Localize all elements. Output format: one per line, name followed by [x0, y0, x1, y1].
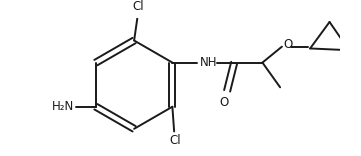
- Text: Cl: Cl: [133, 0, 144, 13]
- Text: Cl: Cl: [169, 134, 181, 147]
- Text: H₂N: H₂N: [52, 100, 74, 113]
- Text: NH: NH: [200, 56, 217, 69]
- Text: O: O: [220, 96, 229, 109]
- Text: O: O: [284, 38, 293, 51]
